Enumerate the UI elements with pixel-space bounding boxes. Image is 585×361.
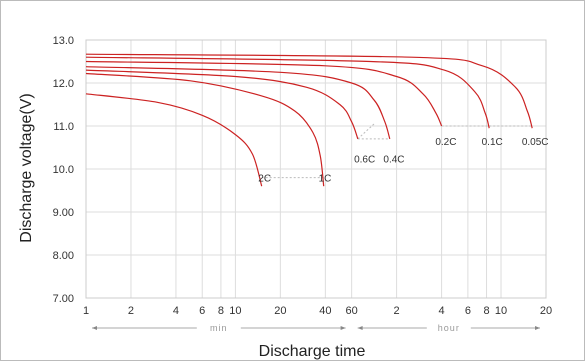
curve-0_05C [85,53,533,129]
curve-0_4C [85,66,391,140]
curve-label: 0.6C [354,154,375,165]
unit-range-arrow [535,326,540,330]
x-tick-label: 8 [483,305,489,317]
unit-range-arrow [92,326,97,330]
curve-0_2C [85,60,443,127]
curve-label: 0.2C [435,137,456,148]
y-tick-label: 8.00 [53,250,74,262]
x-axis-title: Discharge time [259,343,366,360]
curve-label: 0.1C [482,137,503,148]
curve-2C [85,93,263,187]
y-tick-label: 7.00 [53,293,74,305]
curve-label: 1C [319,174,332,185]
x-tick-label: 4 [173,305,179,317]
unit-range-hour: hour [357,323,540,333]
y-tick-labels: 13.0 12.0 11.0 10.0 9.00 8.00 7.00 [53,35,74,305]
unit-range-label: min [210,323,228,333]
curve-labels: 2C 1C 0.6C 0.4C 0.2C 0.1C 0.05C [258,137,548,185]
y-tick-label: 12.0 [53,78,74,90]
plot-area-border [85,39,547,299]
x-tick-label: 10 [495,305,507,317]
unit-range-label: hour [438,323,460,333]
curve-0_6C [85,69,359,140]
x-tick-label: 6 [199,305,205,317]
x-tick-label: 8 [218,305,224,317]
discharge-curves [85,53,533,187]
grid-lines [85,39,547,299]
x-tick-label: 6 [465,305,471,317]
x-tick-label: 10 [229,305,241,317]
x-tick-label: 20 [540,305,552,317]
time-unit-ranges: min hour [92,323,540,333]
x-tick-label: 2 [394,305,400,317]
y-axis-title: Discharge voltage(V) [18,93,35,242]
unit-range-min: min [92,323,346,333]
curve-label: 2C [258,174,271,185]
x-tick-label: 40 [319,305,331,317]
curve-0_1C [85,56,490,129]
y-tick-label: 13.0 [53,35,74,47]
x-tick-label: 20 [274,305,286,317]
curve-1C [85,72,325,187]
x-tick-labels: 1 2 4 6 8 10 20 40 60 2 4 6 8 10 20 [83,305,552,317]
curve-label: 0.05C [522,137,549,148]
y-tick-label: 11.0 [53,121,74,133]
y-tick-label: 10.0 [53,164,74,176]
x-tick-label: 4 [439,305,445,317]
x-tick-label: 2 [128,305,134,317]
unit-range-arrow [340,326,346,330]
x-tick-label: 60 [346,305,358,317]
x-tick-label: 1 [83,305,89,317]
y-tick-label: 9.00 [53,207,74,219]
end-connectors [261,123,533,179]
unit-range-arrow [357,326,363,330]
curve-label: 0.4C [383,154,404,165]
